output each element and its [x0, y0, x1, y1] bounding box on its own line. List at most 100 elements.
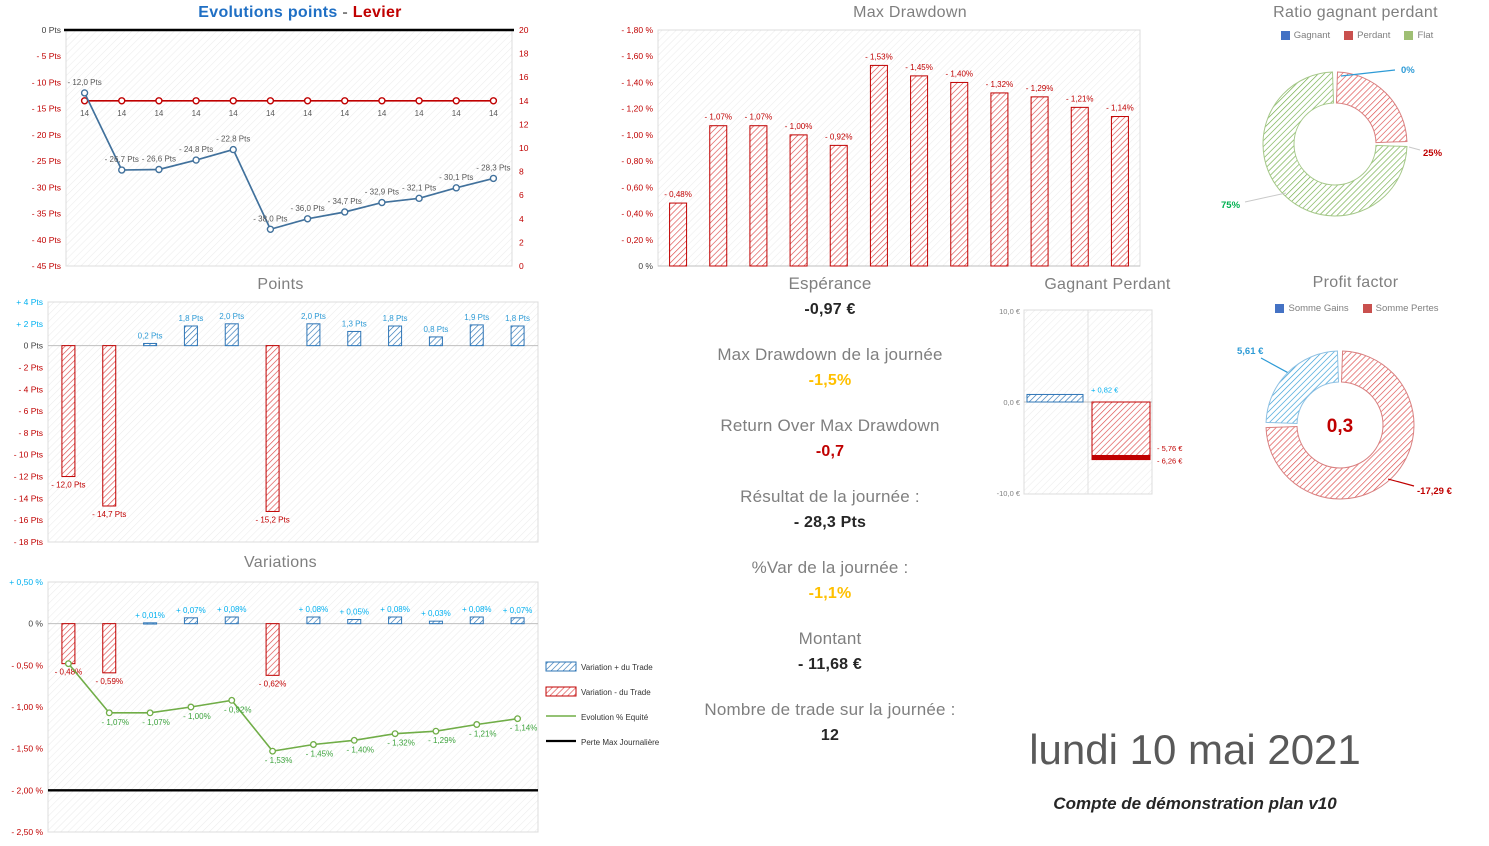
evolutions-line-chart: 0 Pts - 5 Pts - 10 Pts - 15 Pts - 20 Pts - 25…: [32, 25, 529, 271]
legend-swatch: [1275, 304, 1285, 313]
svg-text:5,61 €: 5,61 €: [1237, 346, 1264, 357]
svg-text:- 12,0 Pts: - 12,0 Pts: [51, 481, 85, 490]
svg-text:- 1,07%: - 1,07%: [101, 718, 129, 727]
svg-text:- 5 Pts: - 5 Pts: [36, 51, 61, 61]
svg-text:- 12,0 Pts: - 12,0 Pts: [67, 78, 101, 87]
svg-text:0,0 €: 0,0 €: [1003, 398, 1021, 407]
svg-text:+ 0,05%: + 0,05%: [339, 608, 369, 617]
svg-text:- 36,0 Pts: - 36,0 Pts: [290, 204, 324, 213]
svg-text:25%: 25%: [1423, 148, 1443, 159]
svg-text:14: 14: [266, 109, 275, 118]
svg-text:0: 0: [519, 261, 524, 271]
svg-text:- 35 Pts: - 35 Pts: [32, 209, 61, 219]
svg-text:- 1,21%: - 1,21%: [469, 730, 497, 739]
svg-text:- 0,92%: - 0,92%: [224, 705, 252, 714]
svg-text:18: 18: [519, 49, 529, 59]
svg-text:- 1,32%: - 1,32%: [986, 80, 1014, 89]
svg-text:0 %: 0 %: [638, 261, 653, 271]
svg-text:2,0 Pts: 2,0 Pts: [219, 312, 244, 321]
svg-text:- 1,45%: - 1,45%: [306, 750, 334, 759]
svg-text:- 1,20 %: - 1,20 %: [621, 104, 653, 114]
svg-text:- 6,26 €: - 6,26 €: [1157, 457, 1183, 466]
svg-text:14: 14: [80, 109, 89, 118]
svg-text:- 1,07%: - 1,07%: [704, 113, 732, 122]
max-drawdown-title: Max Drawdown: [853, 4, 967, 21]
svg-text:+ 0,01%: + 0,01%: [135, 611, 165, 620]
svg-text:+ 2 Pts: + 2 Pts: [16, 319, 43, 329]
svg-text:- 1,40%: - 1,40%: [945, 69, 973, 78]
stat-esperance-value: -0,97 €: [804, 301, 856, 318]
svg-text:- 18 Pts: - 18 Pts: [14, 537, 43, 547]
profit-factor-title: Profit factor: [1312, 274, 1399, 291]
svg-text:- 15 Pts: - 15 Pts: [32, 104, 61, 114]
svg-text:- 1,14%: - 1,14%: [1106, 104, 1134, 113]
svg-text:-10,0 €: -10,0 €: [997, 489, 1021, 498]
variations-title: Variations: [244, 554, 317, 571]
svg-text:Variation + du Trade: Variation + du Trade: [581, 663, 653, 672]
svg-text:- 1,80 %: - 1,80 %: [621, 25, 653, 35]
svg-text:- 1,07%: - 1,07%: [142, 718, 170, 727]
stat-return-over-maxdd-label: Return Over Max Drawdown: [720, 416, 940, 435]
stat-nombre-trades: Nombre de trade sur la journée : 12: [655, 700, 1005, 745]
svg-text:- 30,1 Pts: - 30,1 Pts: [439, 173, 473, 182]
svg-text:+ 0,07%: + 0,07%: [503, 606, 533, 615]
profit-factor-legend: Somme Gains Somme Pertes: [1242, 303, 1472, 314]
svg-text:- 16 Pts: - 16 Pts: [14, 515, 43, 525]
svg-text:- 1,60 %: - 1,60 %: [621, 51, 653, 61]
stat-montant-value: - 11,68 €: [797, 656, 863, 673]
stat-return-over-maxdd: Return Over Max Drawdown -0,7: [655, 416, 1005, 461]
svg-text:14: 14: [303, 109, 312, 118]
stat-esperance: Espérance -0,97 €: [655, 274, 1005, 319]
svg-text:14: 14: [117, 109, 126, 118]
stats-column: Espérance -0,97 € Max Drawdown de la jou…: [655, 274, 1005, 771]
svg-text:- 6 Pts: - 6 Pts: [18, 406, 43, 416]
legend-swatch: [1344, 31, 1354, 40]
svg-text:14: 14: [340, 109, 349, 118]
legend-swatch: [1362, 304, 1372, 313]
svg-text:- 28,3 Pts: - 28,3 Pts: [476, 163, 510, 172]
points-bar-chart: + 4 Pts + 2 Pts 0 Pts - 2 Pts - 4 Pts - 6 Pts…: [14, 297, 539, 547]
svg-text:- 1,40%: - 1,40%: [346, 745, 374, 754]
max-drawdown-bar-chart: - 1,80 % - 1,60 % - 1,40 % - 1,20 % - 1,00 %…: [621, 25, 1141, 271]
stat-resultat-journee: Résultat de la journée : - 28,3 Pts: [655, 487, 1005, 532]
legend-label: Perdant: [1357, 30, 1391, 41]
svg-text:- 15,2 Pts: - 15,2 Pts: [255, 515, 289, 524]
svg-text:0,2 Pts: 0,2 Pts: [138, 331, 163, 340]
stat-resultat-journee-value: - 28,3 Pts: [793, 514, 867, 531]
svg-text:1,3 Pts: 1,3 Pts: [342, 319, 367, 328]
stat-resultat-journee-label: Résultat de la journée :: [740, 487, 920, 506]
legend-item-perdant: Perdant: [1344, 30, 1390, 41]
svg-text:+ 4 Pts: + 4 Pts: [16, 297, 43, 307]
svg-text:- 1,53%: - 1,53%: [265, 756, 293, 765]
svg-text:- 1,45%: - 1,45%: [905, 63, 933, 72]
svg-text:+ 0,08%: + 0,08%: [217, 605, 247, 614]
svg-text:- 38,0 Pts: - 38,0 Pts: [253, 214, 287, 223]
svg-text:- 32,9 Pts: - 32,9 Pts: [365, 188, 399, 197]
svg-text:- 1,00 %: - 1,00 %: [11, 702, 43, 712]
svg-text:- 24,8 Pts: - 24,8 Pts: [179, 145, 213, 154]
svg-text:- 26,6 Pts: - 26,6 Pts: [142, 155, 176, 164]
svg-text:Evolution % Equité: Evolution % Equité: [581, 713, 649, 722]
svg-text:- 0,50 %: - 0,50 %: [11, 660, 43, 670]
svg-text:- 1,50 %: - 1,50 %: [11, 744, 43, 754]
legend-item-somme-gains: Somme Gains: [1275, 303, 1349, 314]
stat-montant: Montant - 11,68 €: [655, 629, 1005, 674]
svg-text:- 20 Pts: - 20 Pts: [32, 130, 61, 140]
svg-text:+ 0,03%: + 0,03%: [421, 609, 451, 618]
svg-text:14: 14: [519, 96, 529, 106]
evolutions-title-levier: Levier: [352, 4, 402, 21]
ratio-donut-chart: 0% 25% 75%: [1221, 65, 1443, 217]
svg-text:+ 0,08%: + 0,08%: [380, 605, 410, 614]
date-heading: lundi 10 mai 2021: [1029, 726, 1361, 773]
svg-text:+ 0,82 €: + 0,82 €: [1091, 385, 1119, 394]
svg-text:- 0,48%: - 0,48%: [55, 668, 83, 677]
gagnant-perdant-bar-chart: 10,0 € 0,0 € -10,0 € + 0,82 € - 5,76 € - 6,26…: [997, 307, 1184, 498]
stat-esperance-label: Espérance: [788, 274, 872, 293]
svg-text:1,8 Pts: 1,8 Pts: [178, 314, 203, 323]
svg-text:14: 14: [452, 109, 461, 118]
stat-var-journee-value: -1,1%: [808, 585, 852, 602]
svg-text:- 22,8 Pts: - 22,8 Pts: [216, 135, 250, 144]
svg-text:- 12 Pts: - 12 Pts: [14, 472, 43, 482]
svg-text:0 Pts: 0 Pts: [24, 341, 43, 351]
variations-chart: + 0,50 % 0 % - 0,50 % - 1,00 % - 1,50 % - 2,0…: [9, 577, 660, 837]
